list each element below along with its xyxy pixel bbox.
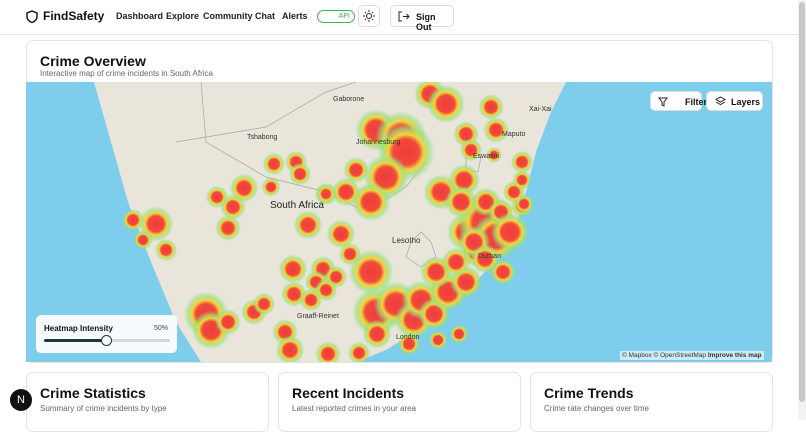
card-title: Recent Incidents bbox=[292, 385, 405, 401]
heat-blob bbox=[316, 184, 336, 204]
filter-icon bbox=[658, 97, 668, 107]
heat-blob bbox=[275, 335, 305, 362]
map-label: South Africa bbox=[270, 200, 324, 211]
layers-text: Layers bbox=[731, 97, 761, 107]
heat-blob bbox=[343, 157, 369, 183]
card-title: Crime Overview bbox=[40, 53, 146, 69]
heat-blob bbox=[331, 177, 361, 207]
map-label: London bbox=[396, 334, 419, 341]
heatmap-layer bbox=[121, 82, 534, 362]
heat-blob bbox=[348, 249, 394, 295]
heat-blob bbox=[470, 244, 500, 274]
heat-blob bbox=[478, 94, 504, 120]
heat-blob bbox=[347, 341, 371, 362]
map-label: Gaborone bbox=[333, 96, 364, 103]
heat-blob bbox=[293, 210, 323, 240]
heat-blob bbox=[262, 152, 286, 176]
api-text: API bbox=[338, 13, 350, 20]
map-label: Graaff-Reinet bbox=[297, 313, 339, 320]
heat-blob bbox=[215, 309, 241, 335]
heat-blob bbox=[326, 219, 356, 249]
attribution-text: © Mapbox © OpenStreetMap bbox=[622, 352, 707, 359]
scroll-thumb[interactable] bbox=[799, 2, 805, 402]
heat-blob bbox=[428, 330, 448, 350]
heat-blob bbox=[154, 238, 178, 262]
heat-blob bbox=[261, 177, 281, 197]
slider-track bbox=[108, 339, 170, 342]
trends-card: Crime Trends Crime rate changes over tim… bbox=[530, 372, 773, 432]
map-labels: Gaborone Xai-Xai Tshabong Maputo Johanne… bbox=[247, 96, 552, 341]
sign-out-button[interactable]: Sign Out bbox=[390, 5, 454, 32]
sign-out-text: Sign Out bbox=[416, 12, 436, 32]
heat-blob bbox=[510, 150, 534, 174]
map-label: Xai-Xai bbox=[529, 106, 552, 113]
heat-blob bbox=[205, 185, 229, 209]
card-subtitle: Latest reported crimes in your area bbox=[292, 404, 417, 413]
slider-thumb[interactable] bbox=[101, 335, 112, 346]
map-label: Maputo bbox=[502, 131, 525, 138]
logout-icon bbox=[398, 11, 410, 22]
layers-icon bbox=[715, 96, 726, 106]
card-subtitle: Summary of crime incidents by type bbox=[40, 404, 167, 413]
heat-blob bbox=[133, 230, 153, 250]
heatmap-panel: Heatmap Intensity 50% bbox=[36, 315, 177, 353]
scrollbar bbox=[798, 0, 806, 420]
nav-link[interactable]: Chat bbox=[255, 11, 275, 21]
card-title: Crime Statistics bbox=[40, 385, 146, 401]
map[interactable]: Gaborone Xai-Xai Tshabong Maputo Johanne… bbox=[26, 82, 772, 362]
heat-blob bbox=[486, 147, 502, 163]
nav-link[interactable]: Dashboard bbox=[116, 11, 164, 21]
nav-link[interactable]: Alerts bbox=[282, 11, 308, 21]
map-label: Durban bbox=[478, 253, 501, 260]
heat-blob bbox=[278, 254, 308, 284]
heat-blob bbox=[288, 162, 312, 186]
heat-blob bbox=[426, 84, 466, 124]
heat-blob bbox=[215, 215, 241, 241]
map-label: Eswatini bbox=[473, 153, 500, 160]
card-subtitle: Crime rate changes over time bbox=[544, 404, 649, 413]
heat-blob bbox=[362, 319, 392, 349]
heat-blob bbox=[315, 341, 341, 362]
heat-blob bbox=[338, 242, 362, 266]
card-title: Crime Trends bbox=[544, 385, 634, 401]
heat-blob bbox=[490, 212, 530, 252]
brand[interactable]: FindSafety bbox=[43, 9, 105, 23]
avatar[interactable]: N bbox=[10, 389, 32, 411]
incidents-card: Recent Incidents Latest reported crimes … bbox=[278, 372, 521, 432]
nav-link[interactable]: Explore bbox=[166, 11, 200, 21]
nav-link[interactable]: Community bbox=[203, 11, 253, 21]
heat-blob bbox=[449, 324, 469, 344]
slider-fill bbox=[44, 339, 108, 342]
filter-text: Filter bbox=[685, 97, 708, 107]
heat-blob bbox=[121, 208, 145, 232]
header: FindSafety Dashboard Explore Community C… bbox=[0, 0, 798, 35]
shield-icon bbox=[26, 10, 38, 23]
sun-icon bbox=[363, 10, 375, 22]
map-label: Johannesburg bbox=[356, 139, 400, 146]
heat-blob bbox=[351, 182, 391, 222]
map-label: Tshabong bbox=[247, 134, 277, 141]
heat-blob bbox=[459, 138, 483, 162]
heat-blob bbox=[252, 292, 276, 316]
attribution: © Mapbox © OpenStreetMap Improve this ma… bbox=[620, 351, 764, 360]
heat-blob bbox=[483, 117, 509, 143]
stats-card: Crime Statistics Summary of crime incide… bbox=[26, 372, 269, 432]
theme-toggle[interactable] bbox=[358, 5, 380, 27]
heatmap-value: 50% bbox=[154, 325, 169, 332]
improve-link[interactable]: Improve this map bbox=[707, 352, 762, 359]
heat-blob bbox=[445, 186, 477, 218]
api-badge[interactable]: API bbox=[317, 10, 355, 23]
card-subtitle: Interactive map of crime incidents in So… bbox=[40, 69, 213, 78]
layers-button[interactable]: Layers bbox=[706, 91, 763, 111]
heat-blob bbox=[314, 278, 338, 302]
heat-blob bbox=[512, 170, 532, 190]
heat-blob bbox=[397, 332, 421, 356]
heatmap-label: Heatmap Intensity bbox=[44, 324, 113, 333]
filter-button[interactable]: Filter bbox=[650, 91, 707, 111]
map-label: Lesotho bbox=[392, 236, 421, 245]
